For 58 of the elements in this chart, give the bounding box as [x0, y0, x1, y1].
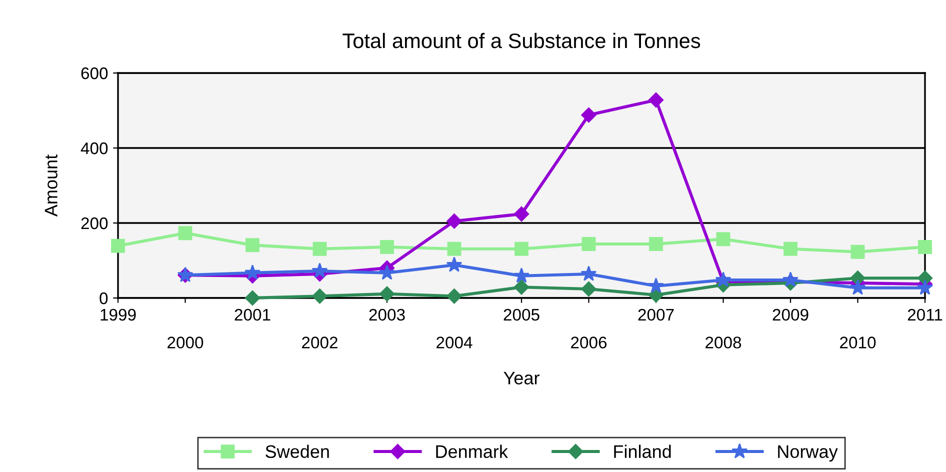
y-tick-label: 0 [100, 292, 108, 304]
x-axis-title: Year [504, 372, 540, 384]
point [312, 242, 327, 256]
point [446, 256, 462, 272]
point [380, 240, 394, 254]
point [850, 244, 865, 259]
point [379, 286, 395, 302]
point [918, 240, 932, 254]
point [514, 280, 530, 295]
point [246, 238, 260, 252]
y-tick-label: 400 [80, 142, 108, 154]
point [514, 242, 528, 256]
legend-label: Finland [614, 444, 671, 458]
y-tick-label: 200 [81, 217, 108, 230]
point [850, 280, 866, 295]
y-tick-label: 600 [81, 67, 108, 80]
chart-title: Total amount of a Substance in Tonnes [342, 32, 700, 48]
point [648, 278, 664, 293]
x-tick-label: 1999 [100, 308, 136, 321]
x-tick-label: 2008 [706, 336, 742, 348]
point [178, 226, 192, 240]
x-tick-label: 2007 [638, 308, 674, 321]
x-tick-label: 2003 [369, 308, 405, 321]
point [580, 266, 597, 281]
point [312, 262, 328, 278]
point [244, 264, 260, 280]
point [447, 242, 462, 256]
x-tick-label: 2002 [302, 336, 338, 348]
point [446, 214, 462, 229]
point [917, 280, 933, 295]
point [581, 281, 596, 297]
point [782, 272, 798, 287]
legend-label: Norway [778, 445, 838, 462]
y-axis-title: Amount [44, 154, 58, 217]
point [111, 238, 125, 253]
point [582, 237, 596, 251]
legend-label: Denmark [436, 444, 508, 458]
point [716, 232, 730, 246]
point [715, 272, 732, 287]
x-tick-label: 2009 [772, 308, 808, 321]
x-tick-label: 2006 [571, 336, 607, 348]
x-tick-label: 2001 [234, 308, 270, 321]
point [649, 237, 663, 251]
point [446, 288, 462, 304]
point [514, 268, 530, 283]
x-tick-label: 2004 [436, 336, 472, 348]
x-tick-label: 2010 [840, 336, 876, 348]
point [312, 288, 328, 304]
point [648, 92, 664, 108]
point [784, 242, 798, 256]
point [514, 206, 530, 222]
point [379, 264, 395, 280]
x-tick-label: 2005 [504, 308, 540, 321]
x-tick-label: 2000 [168, 336, 204, 348]
x-tick-label: 2011 [908, 308, 942, 321]
point [244, 290, 260, 306]
point [581, 107, 596, 123]
legend-label: Sweden [266, 444, 329, 458]
